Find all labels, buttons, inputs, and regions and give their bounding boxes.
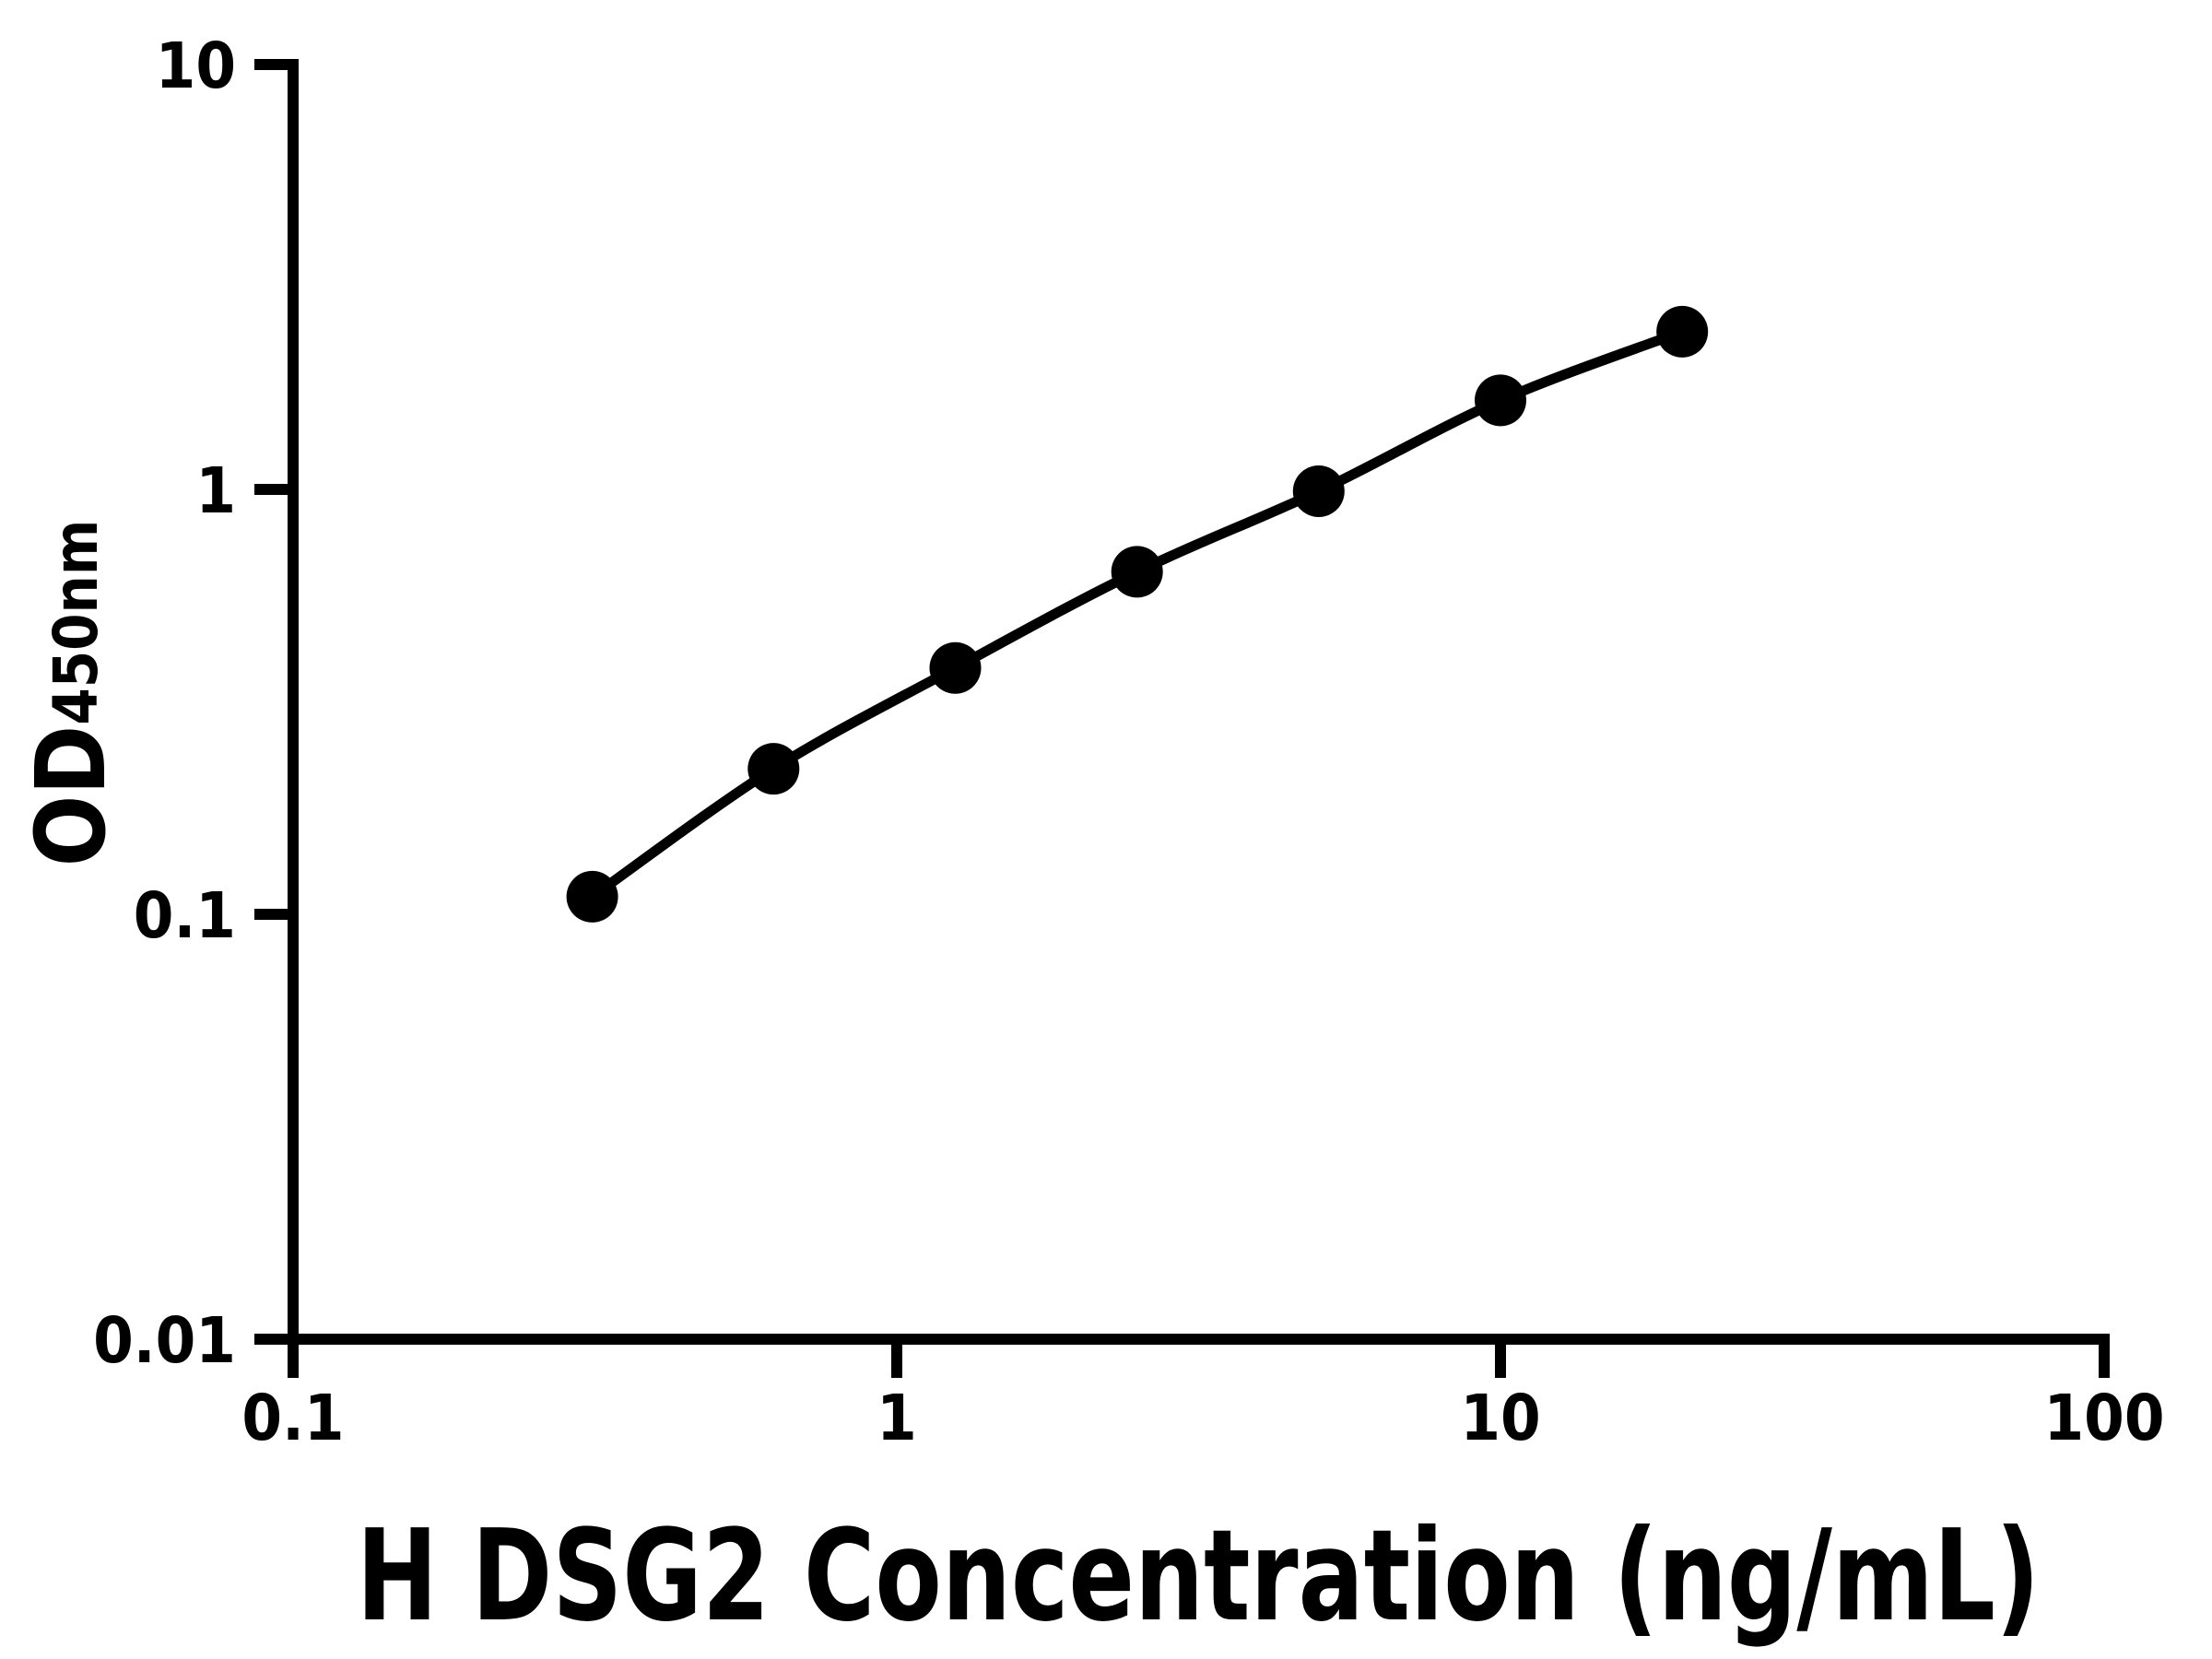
data-point bbox=[1475, 374, 1526, 427]
y-tick-label: 0.01 bbox=[93, 1303, 236, 1378]
data-point bbox=[929, 641, 982, 694]
y-axis-title-sub: 450nm bbox=[40, 520, 112, 725]
data-point bbox=[1292, 465, 1345, 517]
data-point bbox=[566, 870, 618, 923]
y-tick-label: 10 bbox=[156, 29, 236, 103]
data-point bbox=[1656, 305, 1709, 358]
data-point bbox=[747, 743, 800, 795]
data-point bbox=[1111, 546, 1163, 598]
y-axis-title-main: OD bbox=[16, 725, 127, 867]
x-tick-label: 1 bbox=[877, 1381, 917, 1455]
x-tick-label: 0.1 bbox=[241, 1381, 344, 1455]
x-tick-label: 100 bbox=[2043, 1381, 2164, 1455]
x-tick-label: 10 bbox=[1460, 1381, 1540, 1455]
y-tick-label: 1 bbox=[195, 453, 236, 528]
y-tick-label: 0.1 bbox=[134, 878, 236, 953]
x-axis-title: H DSG2 Concentration (ng/mL) bbox=[357, 1502, 2040, 1649]
y-axis-title: OD450nm bbox=[16, 520, 127, 867]
